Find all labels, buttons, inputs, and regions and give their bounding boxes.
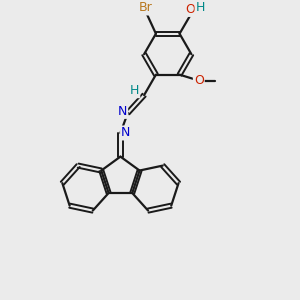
Text: H: H bbox=[130, 84, 139, 97]
Text: N: N bbox=[118, 105, 127, 118]
Text: O: O bbox=[185, 3, 195, 16]
Text: H: H bbox=[196, 1, 205, 13]
Text: Br: Br bbox=[139, 2, 152, 14]
Text: O: O bbox=[194, 74, 204, 87]
Text: N: N bbox=[121, 127, 130, 140]
